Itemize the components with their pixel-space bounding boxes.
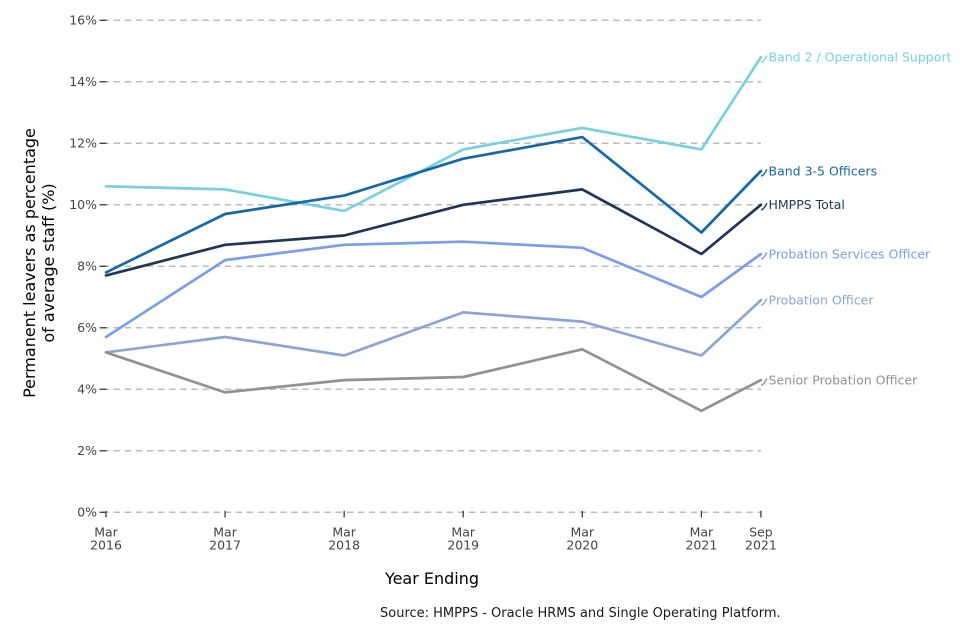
series-label-leader-probation-officer [760, 298, 768, 306]
y-tick-label-14%: 14% [69, 74, 97, 89]
series-label-leader-hmpps-total [760, 202, 768, 211]
series-label-hmpps-total: HMPPS Total [769, 197, 845, 212]
series-line-hmpps-total [104, 188, 763, 277]
y-axis-title: Permanent leavers as percentage of averag… [20, 53, 58, 473]
y-tick-label-4%: 4% [77, 381, 97, 396]
y-tick-label-0%: 0% [77, 504, 97, 519]
y-axis-title-line2: of average staff (%) [39, 183, 58, 343]
y-tick-label-16%: 16% [69, 12, 97, 27]
series-label-probation-services-officer: Probation Services Officer [769, 246, 932, 261]
series-label-leader-band-2-operational-support [760, 55, 768, 63]
source-note: Source: HMPPS - Oracle HRMS and Single O… [380, 606, 781, 621]
series-label-band-2-operational-support: Band 2 / Operational Support [769, 50, 952, 65]
x-tick-label-mar-2018: Mar 2018 [328, 525, 360, 553]
x-tick-label-mar-2021: Mar 2021 [685, 525, 717, 553]
y-tick-label-12%: 12% [69, 135, 97, 150]
x-tick-label-sep-2021: Sep 2021 [745, 525, 777, 553]
series-line-band-3-5-officers [104, 135, 763, 274]
y-tick-label-10%: 10% [69, 197, 97, 212]
series-label-senior-probation-officer: Senior Probation Officer [769, 372, 919, 387]
series-label-leader-band-3-5-officers [760, 169, 768, 177]
series-label-band-3-5-officers: Band 3-5 Officers [769, 163, 878, 178]
series-line-band-2-operational-support [104, 55, 763, 213]
y-tick-label-8%: 8% [77, 258, 97, 273]
x-tick-label-mar-2019: Mar 2019 [447, 525, 479, 553]
x-tick-label-mar-2016: Mar 2016 [90, 525, 122, 553]
series-label-leader-probation-services-officer [760, 252, 768, 260]
x-tick-label-mar-2020: Mar 2020 [566, 525, 598, 553]
x-axis-title: Year Ending [384, 569, 480, 588]
y-tick-label-2%: 2% [77, 443, 97, 458]
x-tick-label-mar-2017: Mar 2017 [209, 525, 241, 553]
y-axis-title-line1: Permanent leavers as percentage [20, 128, 39, 398]
series-label-probation-officer: Probation Officer [769, 292, 875, 307]
series-line-senior-probation-officer [104, 347, 763, 413]
series-line-probation-services-officer [104, 240, 763, 339]
y-tick-label-6%: 6% [77, 320, 97, 335]
series-label-leader-senior-probation-officer [760, 378, 768, 386]
series-line-probation-officer [104, 298, 763, 357]
